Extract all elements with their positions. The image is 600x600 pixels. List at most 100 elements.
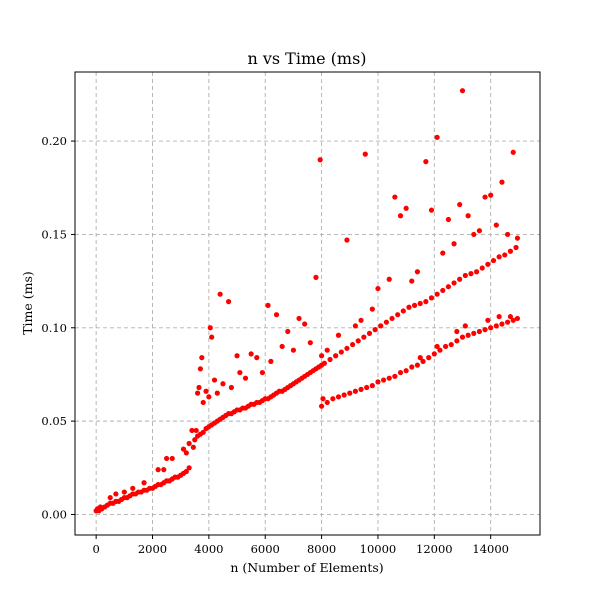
data-point xyxy=(485,261,491,267)
data-point xyxy=(448,341,454,348)
data-point xyxy=(163,455,170,462)
data-point xyxy=(502,252,508,258)
y-tick-label: 0.10 xyxy=(41,321,67,335)
data-point xyxy=(482,194,488,200)
data-point xyxy=(290,347,297,353)
chart-title: n vs Time (ms) xyxy=(247,49,366,68)
data-point xyxy=(335,394,342,400)
data-point xyxy=(431,351,437,357)
data-point xyxy=(358,386,364,392)
data-point xyxy=(507,313,514,320)
data-point xyxy=(183,468,189,475)
data-point xyxy=(389,315,395,322)
data-point xyxy=(411,302,418,308)
data-point xyxy=(130,485,136,491)
data-point xyxy=(207,325,213,331)
data-point xyxy=(206,394,212,400)
data-point xyxy=(383,319,390,325)
x-tick-label: 12000 xyxy=(416,542,453,556)
data-point xyxy=(217,291,223,297)
data-point xyxy=(462,323,468,329)
data-point xyxy=(364,384,370,391)
data-point xyxy=(228,384,235,391)
data-point xyxy=(462,272,468,279)
data-point xyxy=(321,360,328,366)
data-point xyxy=(428,207,435,213)
x-tick-label: 10000 xyxy=(360,542,397,556)
data-point xyxy=(451,280,457,286)
data-point xyxy=(369,306,375,312)
data-point xyxy=(186,440,192,447)
data-point xyxy=(499,179,505,185)
data-point xyxy=(428,295,435,301)
data-point xyxy=(324,399,330,406)
data-point xyxy=(318,353,325,359)
data-point xyxy=(313,274,319,280)
data-point xyxy=(183,450,189,456)
x-tick-label: 6000 xyxy=(251,542,280,556)
data-point xyxy=(510,149,516,155)
data-point xyxy=(302,321,308,327)
data-point xyxy=(482,327,488,333)
data-point xyxy=(285,328,291,335)
x-tick-label: 4000 xyxy=(194,542,223,556)
y-tick-label: 0.20 xyxy=(41,134,67,148)
data-point xyxy=(338,349,344,355)
data-point xyxy=(335,332,342,338)
data-point xyxy=(355,338,361,344)
data-point xyxy=(417,300,423,307)
data-point xyxy=(196,384,202,391)
grid xyxy=(75,72,540,535)
data-point xyxy=(451,241,457,247)
data-point xyxy=(395,312,401,318)
data-point xyxy=(366,330,373,336)
data-point xyxy=(248,351,254,357)
x-tick-label: 8000 xyxy=(307,542,336,556)
data-point xyxy=(409,364,415,370)
data-point xyxy=(459,88,466,94)
y-tick-label: 0.05 xyxy=(41,414,67,428)
data-point xyxy=(420,358,426,364)
data-point xyxy=(242,375,249,381)
data-point xyxy=(485,317,491,323)
data-point xyxy=(199,355,205,361)
data-point xyxy=(273,312,280,318)
data-point xyxy=(513,244,519,251)
data-point xyxy=(330,396,336,402)
data-points xyxy=(93,88,521,514)
data-point xyxy=(121,489,127,495)
data-point xyxy=(203,388,209,394)
data-point xyxy=(220,381,226,387)
data-point xyxy=(180,446,187,452)
data-point xyxy=(423,299,429,305)
data-point xyxy=(471,330,477,336)
data-point xyxy=(362,151,368,157)
x-tick-label: 14000 xyxy=(472,542,509,556)
data-point xyxy=(372,327,378,333)
data-point xyxy=(507,248,514,254)
data-point xyxy=(445,216,452,223)
data-point xyxy=(186,465,192,471)
data-point xyxy=(352,323,359,329)
axis-ticks: 0 2000 4000 6000 8000 10000 12000 14000 0.00 0.05… xyxy=(41,134,509,556)
data-point xyxy=(392,373,398,379)
data-point xyxy=(504,231,511,238)
data-point xyxy=(406,304,412,310)
data-point xyxy=(324,347,330,353)
data-point xyxy=(341,392,347,398)
data-point xyxy=(476,328,483,335)
data-point xyxy=(414,362,421,368)
data-point xyxy=(358,317,364,323)
data-point xyxy=(320,396,326,402)
data-point xyxy=(197,366,204,372)
data-point xyxy=(465,213,471,219)
data-point xyxy=(465,332,471,338)
data-point xyxy=(493,222,499,228)
data-point xyxy=(403,205,409,211)
data-point xyxy=(442,343,449,350)
data-point xyxy=(200,399,206,406)
data-point xyxy=(471,231,477,238)
x-axis-label: n (Number of Elements) xyxy=(230,560,383,575)
data-point xyxy=(369,383,375,389)
data-point xyxy=(209,334,215,340)
